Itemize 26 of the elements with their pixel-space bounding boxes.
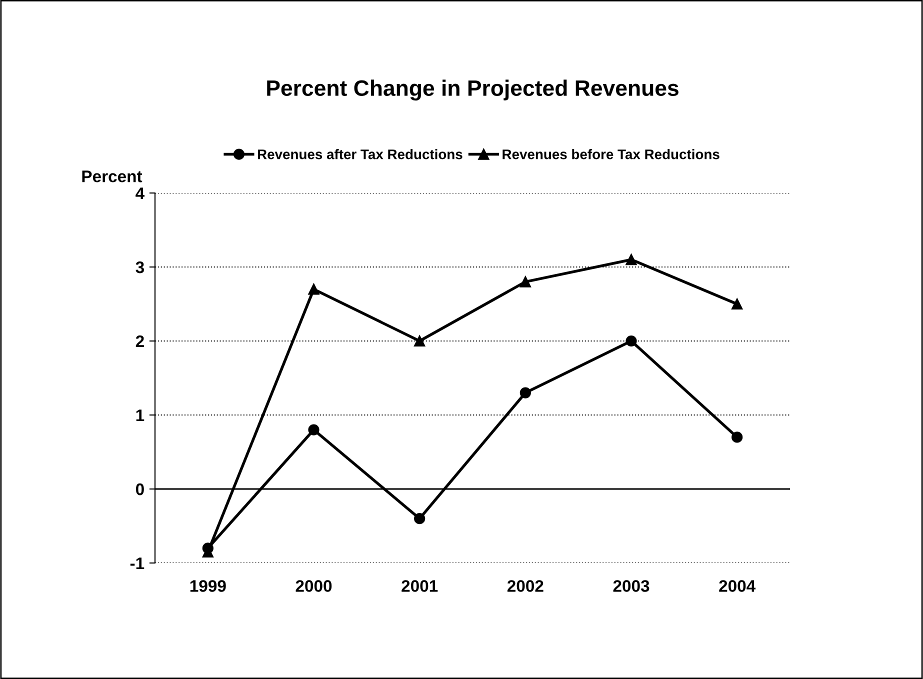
legend-label: Revenues before Tax Reductions (502, 149, 720, 160)
x-tick-label: 2000 (296, 580, 332, 592)
y-tick-label: 4 (136, 188, 144, 200)
x-tick-label: 2004 (719, 580, 756, 592)
point (626, 335, 637, 347)
x-tick-label: 2001 (402, 580, 438, 592)
point (732, 298, 743, 310)
point (520, 387, 531, 398)
point (520, 276, 531, 288)
x-tick-label: 2003 (613, 580, 650, 592)
x-tick-label: 1999 (190, 580, 226, 592)
y-tick-label: 1 (136, 410, 144, 422)
y-tick-label: 3 (136, 261, 144, 274)
legend-label: Revenues after Tax Reductions (258, 149, 462, 160)
point (414, 335, 426, 347)
point (414, 513, 426, 524)
point (308, 284, 320, 295)
point (308, 424, 320, 436)
y-axis-title: Percent (82, 170, 142, 182)
point (626, 254, 637, 266)
y-tick-label: 0 (136, 483, 144, 496)
y-tick-label: -1 (130, 558, 144, 570)
point (732, 432, 743, 443)
x-tick-label: 2002 (507, 580, 544, 592)
chart-title: Percent Change in Projected Revenues (267, 80, 678, 100)
y-tick-label: 2 (136, 335, 144, 348)
